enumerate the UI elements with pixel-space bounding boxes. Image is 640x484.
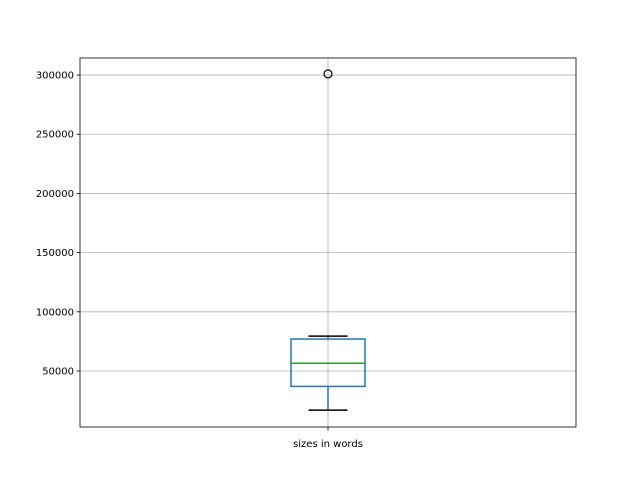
y-tick-label: 300000 xyxy=(36,71,74,82)
x-axis-ticks: sizes in words xyxy=(293,427,363,450)
y-axis-ticks: 50000 100000 150000 200000 250000 300000 xyxy=(36,71,80,378)
y-tick-label: 50000 xyxy=(42,367,74,378)
grid-lines xyxy=(80,58,576,427)
y-tick-label: 200000 xyxy=(36,189,74,200)
boxes xyxy=(290,69,366,411)
y-tick-label: 100000 xyxy=(36,307,74,318)
y-tick-label: 250000 xyxy=(36,130,74,141)
x-tick-label: sizes in words xyxy=(293,439,363,450)
outlier-point xyxy=(323,69,333,79)
y-tick-label: 150000 xyxy=(36,248,74,259)
